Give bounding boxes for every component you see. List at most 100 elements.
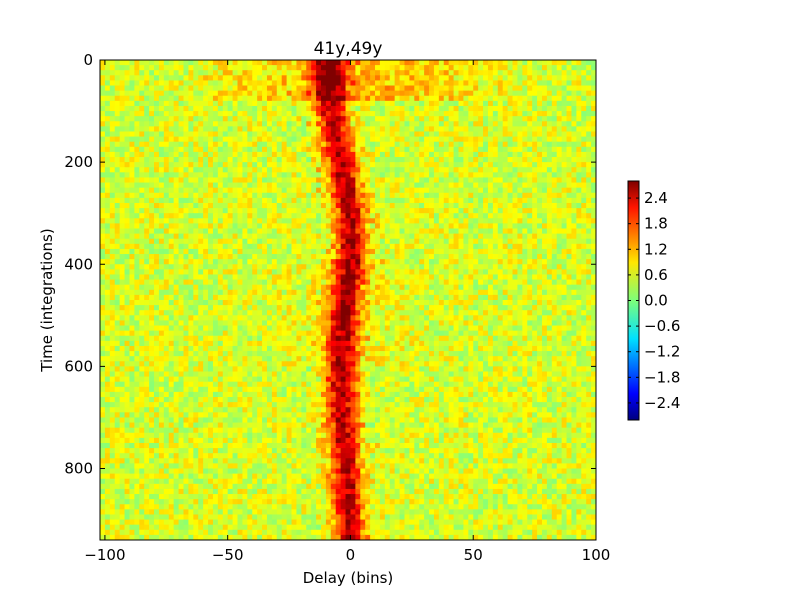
heatmap-cell	[149, 259, 155, 265]
heatmap-cell	[433, 218, 440, 225]
heatmap-cell	[212, 238, 219, 245]
heatmap-cell	[330, 305, 337, 311]
heatmap-cell	[247, 141, 253, 148]
heatmap-cell	[483, 228, 489, 235]
heatmap-cell	[370, 223, 376, 230]
heatmap-cell	[419, 233, 425, 240]
heatmap-cell	[487, 126, 494, 133]
heatmap-cell	[458, 105, 465, 112]
heatmap-cell	[198, 121, 204, 127]
heatmap-cell	[316, 172, 322, 179]
heatmap-cell	[335, 279, 342, 286]
heatmap-cell	[541, 157, 548, 163]
heatmap-cell	[158, 157, 165, 163]
heatmap-cell	[468, 279, 474, 286]
heatmap-cell	[404, 146, 410, 153]
heatmap-cell	[365, 197, 371, 204]
heatmap-cell	[227, 294, 234, 301]
heatmap-cell	[448, 259, 455, 265]
heatmap-cell	[325, 259, 332, 265]
heatmap-cell	[581, 279, 587, 286]
heatmap-cell	[296, 121, 302, 127]
heatmap-cell	[340, 167, 347, 173]
heatmap-cell	[360, 116, 366, 122]
heatmap-cell	[443, 213, 450, 219]
heatmap-cell	[271, 300, 278, 306]
heatmap-cell	[247, 65, 253, 71]
heatmap-cell	[429, 111, 435, 117]
heatmap-cell	[507, 177, 514, 184]
heatmap-cell	[311, 208, 317, 214]
heatmap-cell	[546, 218, 553, 225]
heatmap-cell	[414, 305, 420, 311]
heatmap-cell	[217, 279, 224, 286]
heatmap-cell	[306, 141, 312, 148]
heatmap-cell	[163, 131, 170, 138]
heatmap-cell	[532, 289, 538, 296]
heatmap-cell	[527, 289, 533, 296]
heatmap-cell	[119, 111, 126, 117]
heatmap-cell	[311, 187, 317, 194]
heatmap-cell	[527, 213, 533, 219]
heatmap-cell	[168, 233, 175, 240]
heatmap-cell	[262, 162, 268, 168]
heatmap-cell	[350, 279, 356, 286]
heatmap-cell	[296, 126, 302, 133]
heatmap-cell	[537, 90, 543, 97]
heatmap-cell	[576, 274, 582, 281]
heatmap-cell	[340, 187, 347, 194]
heatmap-cell	[384, 254, 391, 260]
heatmap-cell	[163, 80, 170, 87]
heatmap-cell	[124, 151, 131, 158]
heatmap-cell	[443, 269, 450, 276]
heatmap-cell	[345, 228, 352, 235]
heatmap-cell	[527, 208, 533, 214]
heatmap-cell	[193, 126, 199, 133]
heatmap-cell	[443, 172, 450, 179]
heatmap-cell	[158, 223, 165, 230]
heatmap-cell	[365, 157, 371, 163]
heatmap-cell	[237, 172, 244, 179]
heatmap-cell	[149, 223, 155, 230]
heatmap-cell	[551, 269, 558, 276]
heatmap-cell	[586, 105, 592, 112]
heatmap-cell	[276, 264, 283, 270]
heatmap-cell	[345, 218, 352, 225]
heatmap-cell	[212, 233, 219, 240]
heatmap-cell	[409, 182, 415, 189]
heatmap-cell	[424, 105, 430, 112]
heatmap-cell	[188, 233, 194, 240]
heatmap-cell	[168, 202, 175, 209]
heatmap-cell	[114, 146, 121, 153]
heatmap-cell	[414, 162, 420, 168]
heatmap-cell	[173, 131, 180, 138]
heatmap-cell	[242, 197, 248, 204]
heatmap-cell	[178, 248, 185, 255]
heatmap-cell	[144, 213, 150, 219]
heatmap-cell	[384, 157, 391, 163]
heatmap-cell	[566, 116, 573, 122]
heatmap-cell	[433, 284, 440, 291]
heatmap-cell	[262, 105, 268, 112]
heatmap-cell	[571, 100, 577, 107]
heatmap-cell	[262, 141, 268, 148]
heatmap-cell	[463, 65, 469, 71]
heatmap-cell	[370, 294, 376, 301]
heatmap-cell	[350, 85, 356, 92]
heatmap-cell	[188, 116, 194, 122]
heatmap-cell	[217, 248, 224, 255]
heatmap-cell	[237, 75, 244, 82]
heatmap-cell	[399, 238, 406, 245]
heatmap-cell	[114, 228, 121, 235]
heatmap-cell	[198, 264, 204, 270]
heatmap-cell	[566, 248, 573, 255]
heatmap-cell	[541, 218, 548, 225]
heatmap-cell	[163, 248, 170, 255]
heatmap-cell	[473, 105, 479, 112]
heatmap-cell	[306, 182, 312, 189]
heatmap-cell	[114, 300, 121, 306]
heatmap-cell	[458, 289, 465, 296]
heatmap-cell	[188, 177, 194, 184]
heatmap-cell	[512, 248, 519, 255]
heatmap-cell	[409, 100, 415, 107]
